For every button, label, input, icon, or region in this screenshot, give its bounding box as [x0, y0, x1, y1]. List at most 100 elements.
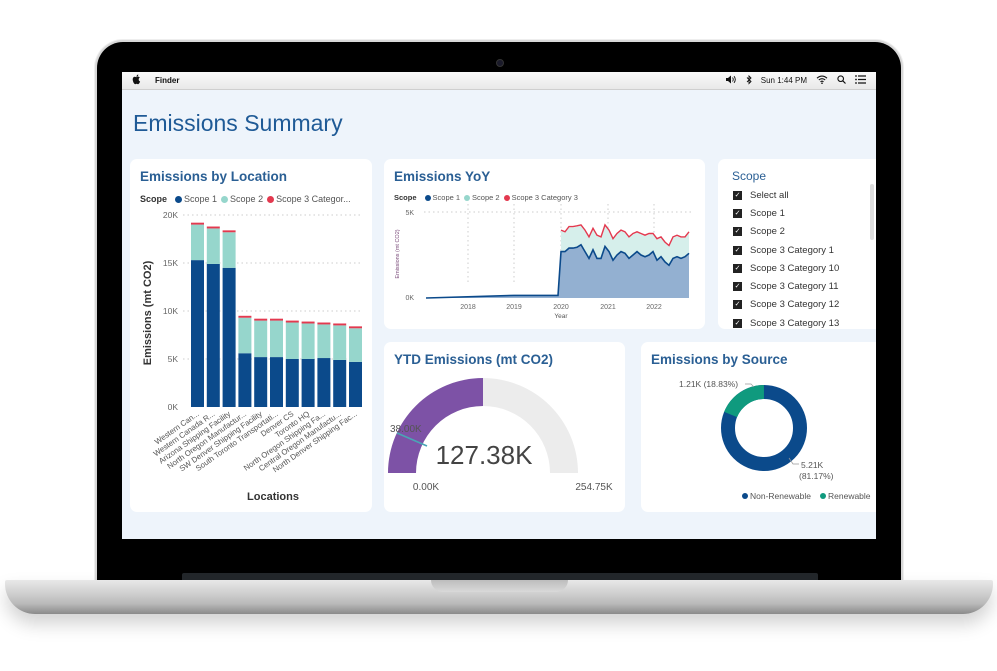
bar-segment[interactable] — [349, 328, 362, 362]
bar-segment[interactable] — [222, 230, 236, 233]
bar-segment[interactable] — [238, 317, 252, 354]
checkbox-checked-icon[interactable]: ✓ — [733, 227, 742, 237]
bar-segment[interactable] — [222, 267, 236, 407]
legend-title: Scope — [394, 193, 417, 202]
x-ticks: 2018 2019 2020 2021 2022 — [460, 304, 662, 311]
legend-item[interactable]: Scope 3 Categor... — [276, 194, 351, 204]
svg-text:2021: 2021 — [600, 304, 616, 311]
card-title: Emissions by Location — [140, 169, 288, 184]
clock[interactable]: Sun 1:44 PM — [760, 76, 807, 85]
non-renewable-pct-label: (81.17%) — [799, 471, 834, 481]
checkbox-checked-icon[interactable]: ✓ — [733, 263, 742, 273]
gauge-value-arc — [388, 378, 483, 473]
non-renewable-dot-icon — [742, 493, 748, 499]
bar-segment[interactable] — [333, 359, 347, 407]
bar-segment[interactable] — [238, 353, 252, 407]
notification-center-icon[interactable] — [855, 75, 866, 86]
bar-segment[interactable] — [317, 322, 331, 325]
slicer-title: Scope — [732, 169, 767, 183]
bar-segment[interactable] — [222, 232, 236, 268]
bar-segment[interactable] — [301, 359, 315, 407]
slicer-item-label: Scope 3 Category 1 — [750, 244, 834, 256]
legend-item[interactable]: Non-Renewable — [750, 491, 811, 501]
emissions-by-source-card[interactable]: Emissions by Source 1.21K (18.83%) 5.21K… — [641, 342, 876, 512]
slicer-item[interactable]: ✓ Select all — [733, 186, 839, 204]
checkbox-checked-icon[interactable]: ✓ — [733, 245, 742, 255]
legend-item[interactable]: Scope 1 — [184, 194, 218, 204]
slicer-item-label: Scope 2 — [750, 226, 785, 238]
scope2-dot-icon — [464, 195, 471, 202]
apple-logo-icon[interactable] — [132, 74, 141, 88]
bar-segment[interactable] — [317, 324, 331, 359]
slicer-item-label: Scope 3 Category 12 — [750, 299, 840, 311]
emissions-yoy-card[interactable]: Emissions YoY Scope Scope 1 Scope 2 Scope 3… — [384, 159, 705, 329]
bar-segment[interactable] — [285, 359, 299, 407]
card-title: YTD Emissions (mt CO2) — [394, 352, 554, 367]
bar-segment[interactable] — [285, 322, 299, 359]
bars[interactable] — [191, 222, 362, 407]
donut-chart[interactable]: 1.21K (18.83%) 5.21K (81.17%) Non-Renewa… — [641, 342, 876, 512]
checkbox-checked-icon[interactable]: ✓ — [733, 190, 742, 200]
checkbox-checked-icon[interactable]: ✓ — [733, 318, 742, 328]
bar-segment[interactable] — [206, 226, 220, 229]
slicer-item[interactable]: ✓ Scope 3 Category 13 — [733, 314, 839, 329]
gauge-target-label: 38.00K — [390, 424, 422, 435]
bar-segment[interactable] — [270, 320, 283, 358]
bar-segment[interactable] — [206, 228, 220, 264]
card-title: Emissions YoY — [394, 169, 491, 184]
wifi-icon[interactable] — [816, 75, 828, 86]
checkbox-checked-icon[interactable]: ✓ — [733, 300, 742, 310]
stacked-bar-chart[interactable]: 20K 15K 10K 5K 0K Emissions (mt CO2) Wes… — [130, 159, 372, 512]
legend-item[interactable]: Scope 2 — [230, 194, 264, 204]
slicer-scrollbar[interactable] — [870, 184, 874, 240]
bar-segment[interactable] — [254, 357, 268, 407]
slicer-item[interactable]: ✓ Scope 3 Category 11 — [733, 277, 839, 295]
spotlight-search-icon[interactable] — [837, 75, 846, 86]
emissions-by-location-card[interactable]: Emissions by Location Scope Scope 1 Scope … — [130, 159, 372, 512]
legend-item[interactable]: Scope 3 Category 3 — [511, 193, 578, 202]
svg-text:15K: 15K — [163, 258, 178, 268]
svg-text:5K: 5K — [405, 210, 414, 217]
x-axis-title: Year — [554, 313, 568, 320]
bar-segment[interactable] — [285, 320, 299, 323]
bar-segment[interactable] — [333, 325, 347, 360]
bluetooth-icon[interactable] — [746, 74, 752, 87]
x-axis-title: Locations — [247, 491, 299, 503]
bar-segment[interactable] — [191, 222, 204, 225]
bar-segment[interactable] — [301, 323, 315, 359]
active-app-name[interactable]: Finder — [155, 76, 180, 85]
bar-segment[interactable] — [270, 357, 283, 407]
legend-item[interactable]: Scope 2 — [472, 193, 500, 202]
bar-segment[interactable] — [349, 361, 362, 407]
volume-icon[interactable] — [725, 75, 737, 86]
ytd-emissions-card[interactable]: YTD Emissions (mt CO2) 38.00K 127.38K 0.… — [384, 342, 625, 512]
legend-item[interactable]: Renewable — [828, 491, 871, 501]
slicer-item[interactable]: ✓ Scope 3 Category 10 — [733, 259, 839, 277]
bar-segment[interactable] — [349, 326, 362, 329]
slicer-item[interactable]: ✓ Scope 3 Category 12 — [733, 296, 839, 314]
scope2-dot-icon — [221, 196, 229, 204]
series-areas[interactable] — [425, 223, 690, 299]
y-ticks: 5K 0K — [405, 210, 414, 302]
legend-item[interactable]: Scope 1 — [432, 193, 461, 202]
area-line-chart[interactable]: 5K 0K Emissions (mt CO2) 2018 2019 2020 … — [384, 159, 705, 329]
laptop-notch — [431, 580, 568, 592]
svg-text:2020: 2020 — [553, 304, 569, 311]
checkbox-checked-icon[interactable]: ✓ — [733, 208, 742, 218]
bar-segment[interactable] — [238, 315, 252, 318]
bar-segment[interactable] — [191, 260, 204, 407]
checkbox-checked-icon[interactable]: ✓ — [733, 282, 742, 292]
bar-segment[interactable] — [270, 318, 283, 321]
slicer-item[interactable]: ✓ Scope 1 — [733, 204, 839, 222]
slicer-item[interactable]: ✓ Scope 2 — [733, 223, 839, 241]
gauge-chart[interactable]: 38.00K 127.38K 0.00K 254.75K — [384, 342, 625, 512]
slicer-item[interactable]: ✓ Scope 3 Category 1 — [733, 241, 839, 259]
bar-segment[interactable] — [254, 318, 268, 321]
svg-text:0K: 0K — [168, 402, 179, 412]
bar-segment[interactable] — [254, 320, 268, 358]
bar-segment[interactable] — [191, 224, 204, 261]
bar-segment[interactable] — [301, 321, 315, 324]
bar-segment[interactable] — [317, 358, 331, 407]
bar-segment[interactable] — [206, 263, 220, 407]
bar-segment[interactable] — [333, 323, 347, 326]
